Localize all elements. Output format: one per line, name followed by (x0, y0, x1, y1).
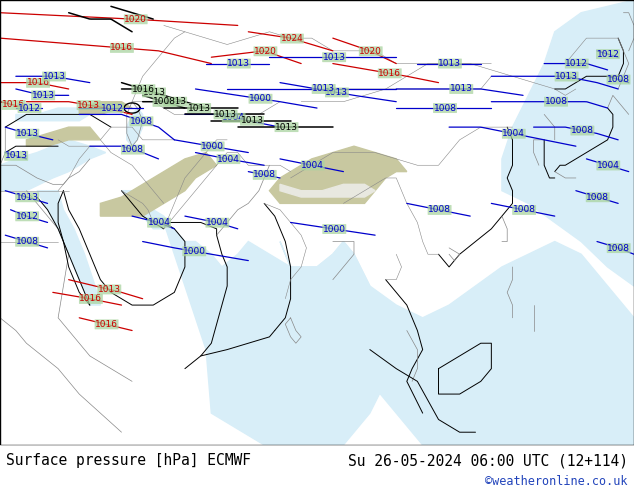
Text: 1004: 1004 (206, 218, 229, 227)
Text: 1008: 1008 (428, 205, 451, 215)
Text: 1000: 1000 (183, 247, 206, 256)
Text: 1016: 1016 (2, 100, 25, 109)
Text: 1008: 1008 (571, 126, 594, 135)
Text: 1004: 1004 (217, 155, 240, 164)
Polygon shape (0, 140, 106, 191)
Text: 1004: 1004 (223, 113, 245, 122)
Text: 1008: 1008 (545, 97, 567, 106)
Text: 1013: 1013 (16, 129, 39, 138)
Text: 1004: 1004 (597, 161, 620, 170)
Text: 1013: 1013 (325, 88, 349, 97)
Text: 1013: 1013 (438, 59, 462, 68)
Text: 1013: 1013 (143, 88, 165, 97)
Text: 1024: 1024 (281, 34, 304, 43)
Text: 1016: 1016 (27, 78, 49, 87)
Polygon shape (37, 191, 100, 305)
Text: 1012: 1012 (16, 212, 39, 221)
Text: 1013: 1013 (4, 151, 28, 160)
Text: 1016: 1016 (79, 294, 103, 303)
Text: 1004: 1004 (502, 129, 525, 138)
Text: 1008: 1008 (16, 237, 39, 246)
Text: 1013: 1013 (16, 193, 39, 202)
Text: 1013: 1013 (42, 72, 65, 81)
Polygon shape (280, 184, 375, 197)
Text: 1008: 1008 (153, 98, 176, 106)
Polygon shape (269, 146, 407, 203)
Text: 1008: 1008 (121, 145, 145, 154)
Text: 1013: 1013 (98, 285, 121, 294)
Text: 1000: 1000 (201, 142, 224, 151)
Text: 1013: 1013 (188, 103, 210, 113)
Text: 1013: 1013 (240, 116, 264, 125)
Text: 1013: 1013 (228, 59, 250, 68)
Polygon shape (164, 222, 396, 445)
Polygon shape (100, 152, 217, 216)
Text: 1000: 1000 (323, 224, 346, 234)
Text: 1012: 1012 (566, 59, 588, 68)
Text: 1004: 1004 (301, 161, 324, 170)
Text: 1013: 1013 (323, 53, 346, 62)
Text: 1008: 1008 (130, 117, 153, 126)
Text: 1008: 1008 (607, 244, 630, 253)
Text: 1013: 1013 (555, 72, 578, 81)
Text: 1000: 1000 (249, 94, 272, 103)
Polygon shape (502, 0, 634, 286)
Text: 1012: 1012 (597, 49, 619, 59)
Text: Su 26-05-2024 06:00 UTC (12+114): Su 26-05-2024 06:00 UTC (12+114) (347, 453, 628, 468)
Text: 1013: 1013 (77, 100, 100, 110)
Text: 1013: 1013 (214, 110, 237, 119)
Text: 1013: 1013 (312, 84, 335, 94)
Text: 1008: 1008 (434, 103, 456, 113)
Text: 1013: 1013 (450, 84, 473, 94)
Text: 1008: 1008 (607, 75, 630, 84)
Polygon shape (27, 127, 100, 146)
Polygon shape (127, 108, 143, 146)
Text: 1013: 1013 (164, 97, 186, 106)
Text: 1020: 1020 (359, 47, 382, 56)
Text: 1016: 1016 (95, 320, 118, 329)
Polygon shape (16, 108, 90, 121)
Text: 1020: 1020 (254, 47, 277, 56)
Text: 1016: 1016 (110, 44, 133, 52)
Text: 1013: 1013 (275, 122, 298, 132)
Polygon shape (79, 102, 132, 114)
Text: Surface pressure [hPa] ECMWF: Surface pressure [hPa] ECMWF (6, 453, 251, 468)
Text: 1008: 1008 (253, 171, 276, 179)
Text: 1008: 1008 (513, 205, 536, 215)
Text: 1012: 1012 (101, 103, 124, 113)
Polygon shape (122, 191, 169, 229)
Text: 1012: 1012 (18, 103, 41, 113)
Text: ©weatheronline.co.uk: ©weatheronline.co.uk (485, 475, 628, 489)
Text: 1016: 1016 (378, 69, 401, 78)
Text: 1020: 1020 (124, 15, 147, 24)
Text: 1016: 1016 (132, 85, 155, 94)
Text: 1004: 1004 (148, 218, 171, 227)
Polygon shape (280, 242, 634, 445)
Text: 1013: 1013 (32, 91, 55, 100)
Text: 1008: 1008 (586, 193, 609, 202)
